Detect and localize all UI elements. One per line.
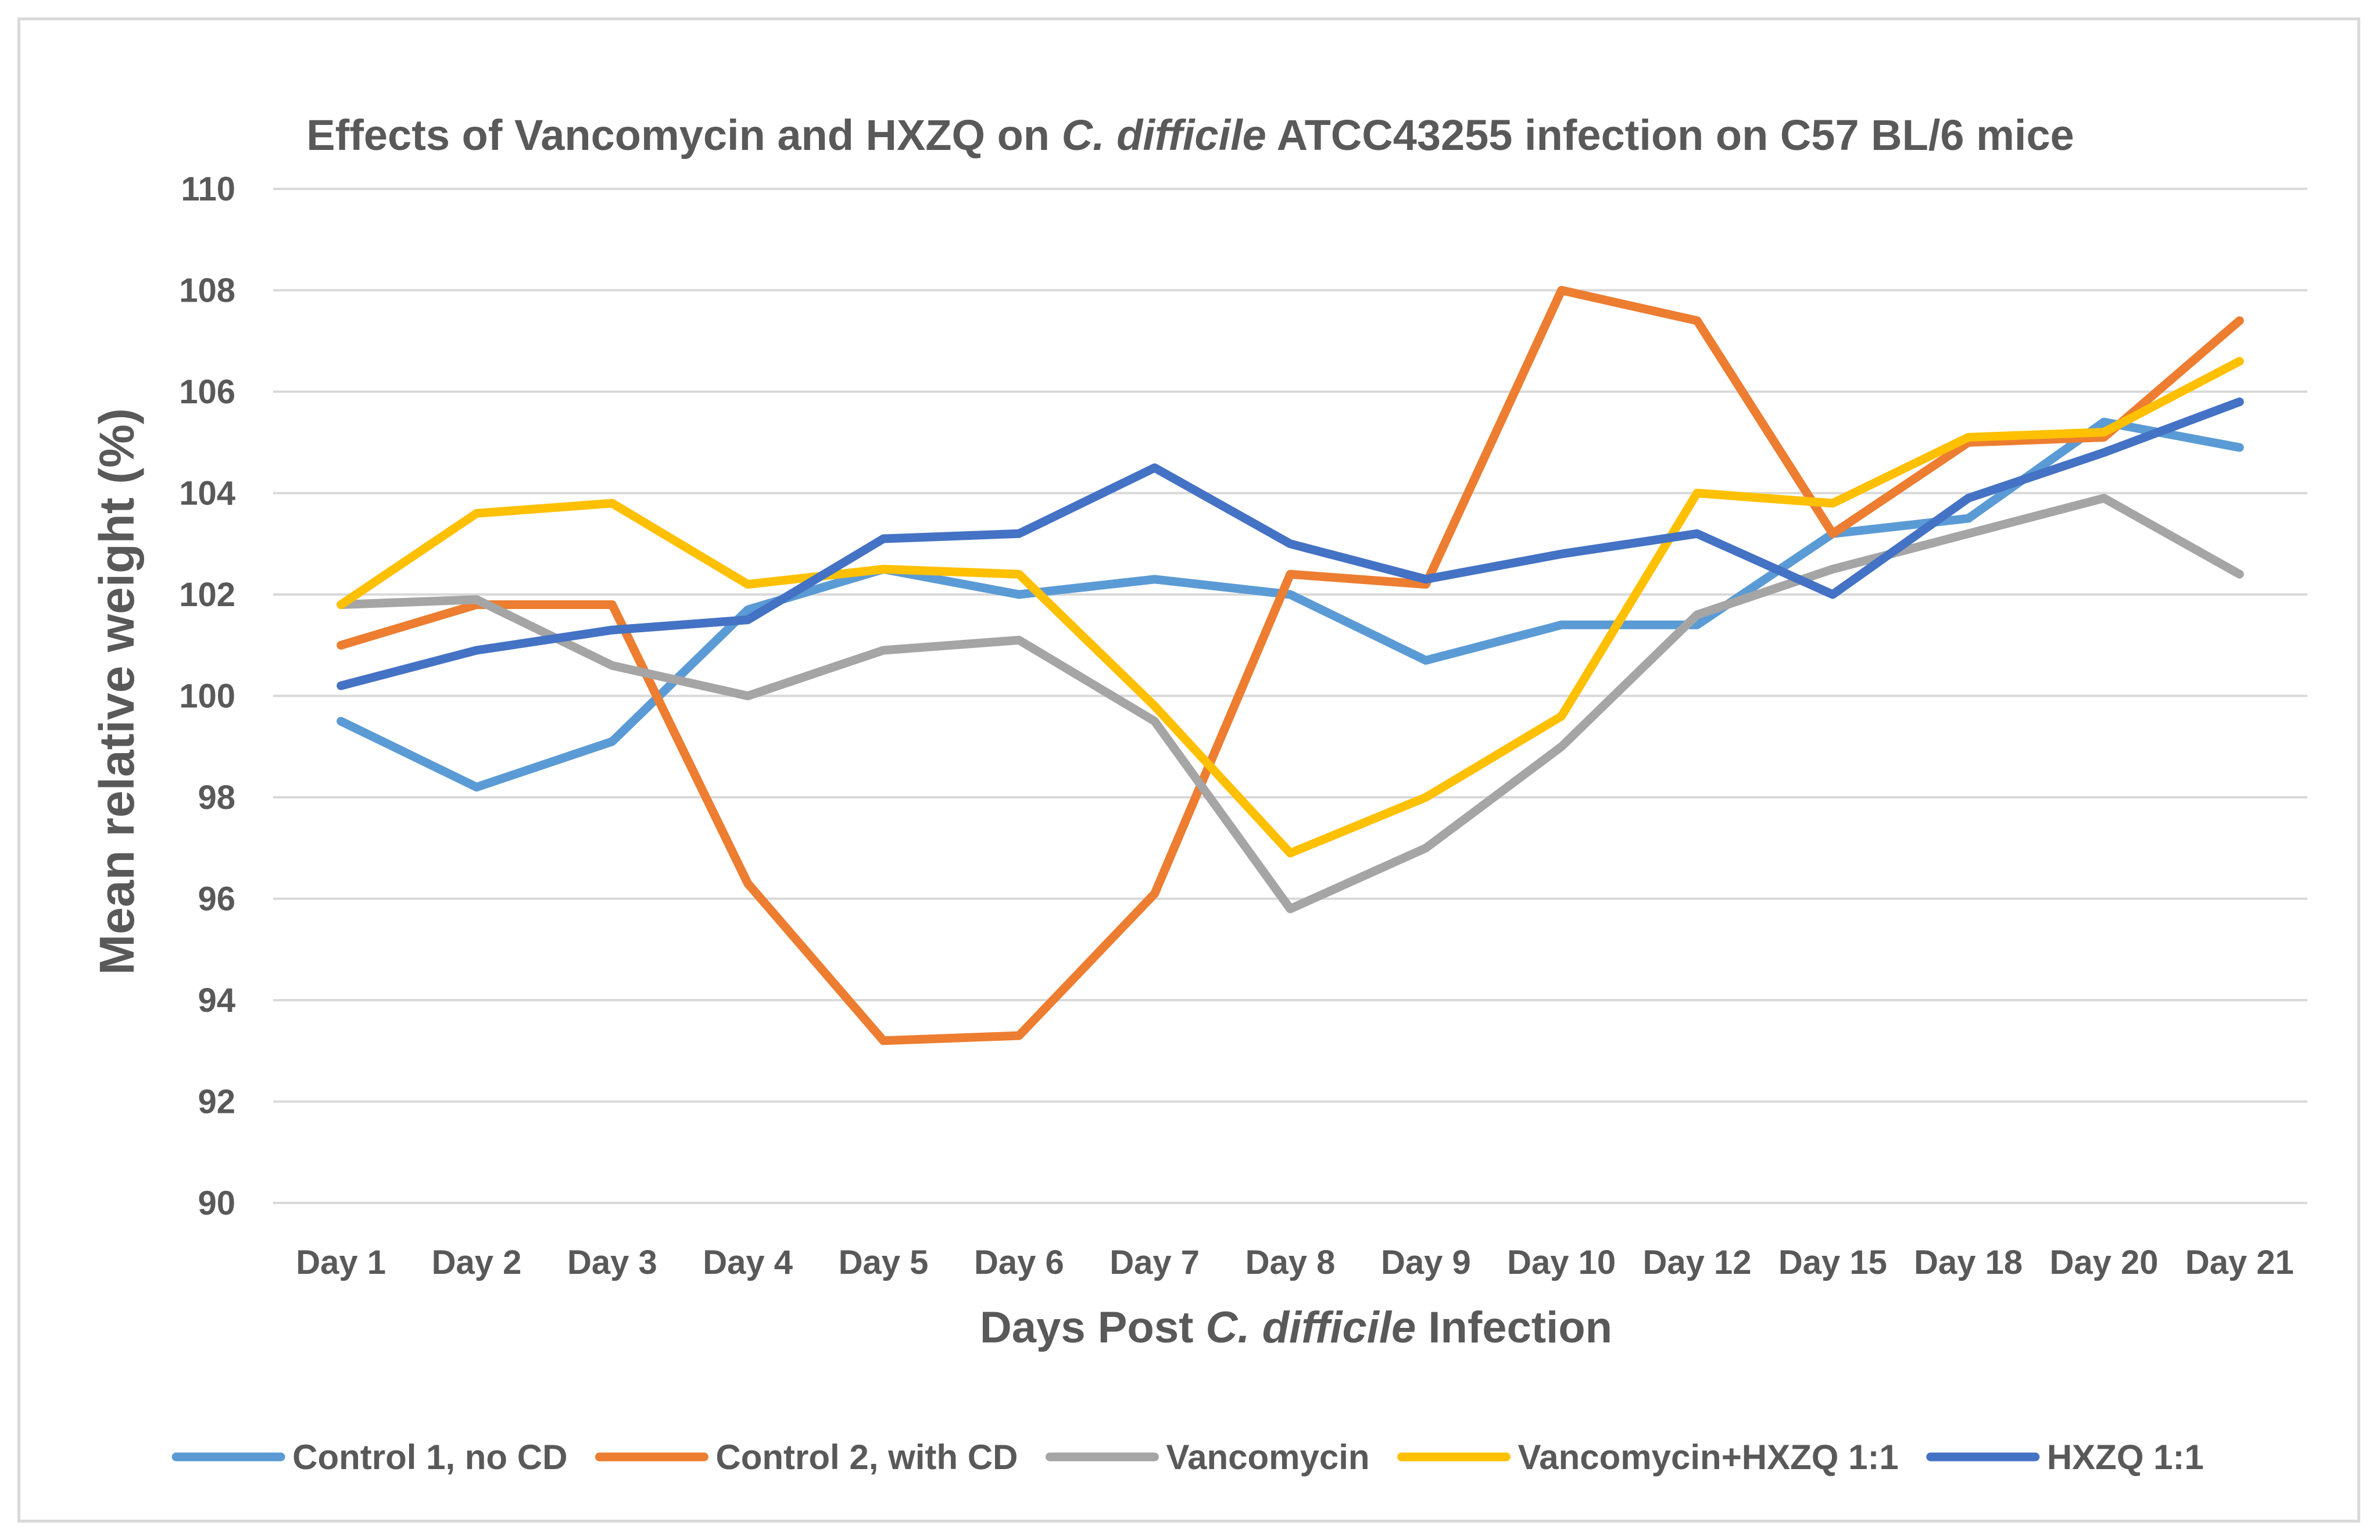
legend-item: Vancomycin+HXZQ 1:1 [1397, 1438, 1899, 1477]
y-tick-label: 90 [198, 1184, 235, 1222]
x-tick-label: Day 21 [2185, 1244, 2294, 1281]
text-part: Infection [1416, 1303, 1612, 1352]
x-tick-label: Day 1 [296, 1244, 386, 1281]
x-tick-label: Day 7 [1110, 1244, 1200, 1281]
x-tick-label: Day 15 [1778, 1244, 1887, 1281]
x-tick-label: Day 4 [703, 1244, 793, 1281]
y-tick-label: 106 [179, 373, 235, 411]
y-tick-label: 92 [198, 1083, 235, 1121]
text-part: ATCC43255 infection on C57 BL/6 mice [1266, 111, 2074, 159]
legend-item: Vancomycin [1045, 1438, 1370, 1477]
legend-item: Control 2, with CD [595, 1438, 1018, 1477]
legend-label: Control 2, with CD [715, 1438, 1018, 1477]
text-part: Days Post [980, 1303, 1206, 1352]
series-line-4 [337, 357, 2244, 858]
gridlines [273, 188, 2307, 1204]
x-tick-label: Day 18 [1914, 1244, 2023, 1281]
y-tick-label: 102 [179, 576, 235, 614]
y-tick-label: 108 [179, 272, 235, 310]
y-tick-label: 110 [181, 170, 235, 208]
x-tick-label: Day 10 [1507, 1244, 1616, 1281]
y-axis-ticks: 90 92 94 96 98 100 102 104 106 108 110 [179, 170, 235, 1222]
series-line-1 [337, 417, 2244, 792]
x-tick-label: Day 3 [567, 1244, 657, 1281]
legend-label: HXZQ 1:1 [2047, 1438, 2204, 1477]
y-tick-label: 100 [179, 678, 235, 715]
x-tick-label: Day 12 [1642, 1244, 1751, 1281]
y-tick-label: 104 [179, 475, 235, 513]
x-tick-label: Day 8 [1246, 1244, 1336, 1281]
legend-label: Control 1, no CD [292, 1438, 567, 1477]
x-tick-label: Day 9 [1381, 1244, 1471, 1281]
legend: Control 1, no CD Control 2, with CD Vancom… [171, 1438, 2204, 1477]
chart-title: Effects of Vancomycin and HXZQ on C. dif… [306, 111, 2074, 159]
x-tick-label: Day 2 [432, 1244, 522, 1281]
x-axis-ticks: Day 1 Day 2 Day 3 Day 4 Day 5 Day 6 Day 7 Day 8… [296, 1244, 2294, 1281]
y-tick-label: 96 [198, 880, 235, 918]
x-tick-label: Day 5 [839, 1244, 929, 1281]
x-tick-label: Day 20 [2049, 1244, 2158, 1281]
x-tick-label: Day 6 [974, 1244, 1064, 1281]
text-part: C. difficile [1206, 1303, 1416, 1352]
series-line-2 [337, 286, 2244, 1045]
y-axis-label: Mean relative weight (%) [90, 408, 144, 975]
legend-label: Vancomycin [1166, 1438, 1369, 1477]
series-lines [337, 286, 2244, 1045]
series-line-5 [337, 397, 2244, 690]
y-tick-label: 94 [198, 982, 235, 1019]
text-part: Effects of Vancomycin and HXZQ on [306, 111, 1061, 159]
legend-item: Control 1, no CD [171, 1438, 567, 1477]
series-line-3 [337, 493, 2244, 914]
legend-label: Vancomycin+HXZQ 1:1 [1518, 1438, 1899, 1477]
y-tick-label: 98 [198, 779, 235, 816]
text-part: C. difficile [1062, 111, 1266, 159]
x-axis-label: Days Post C. difficile Infection [980, 1303, 1612, 1352]
legend-item: HXZQ 1:1 [1926, 1438, 2204, 1477]
